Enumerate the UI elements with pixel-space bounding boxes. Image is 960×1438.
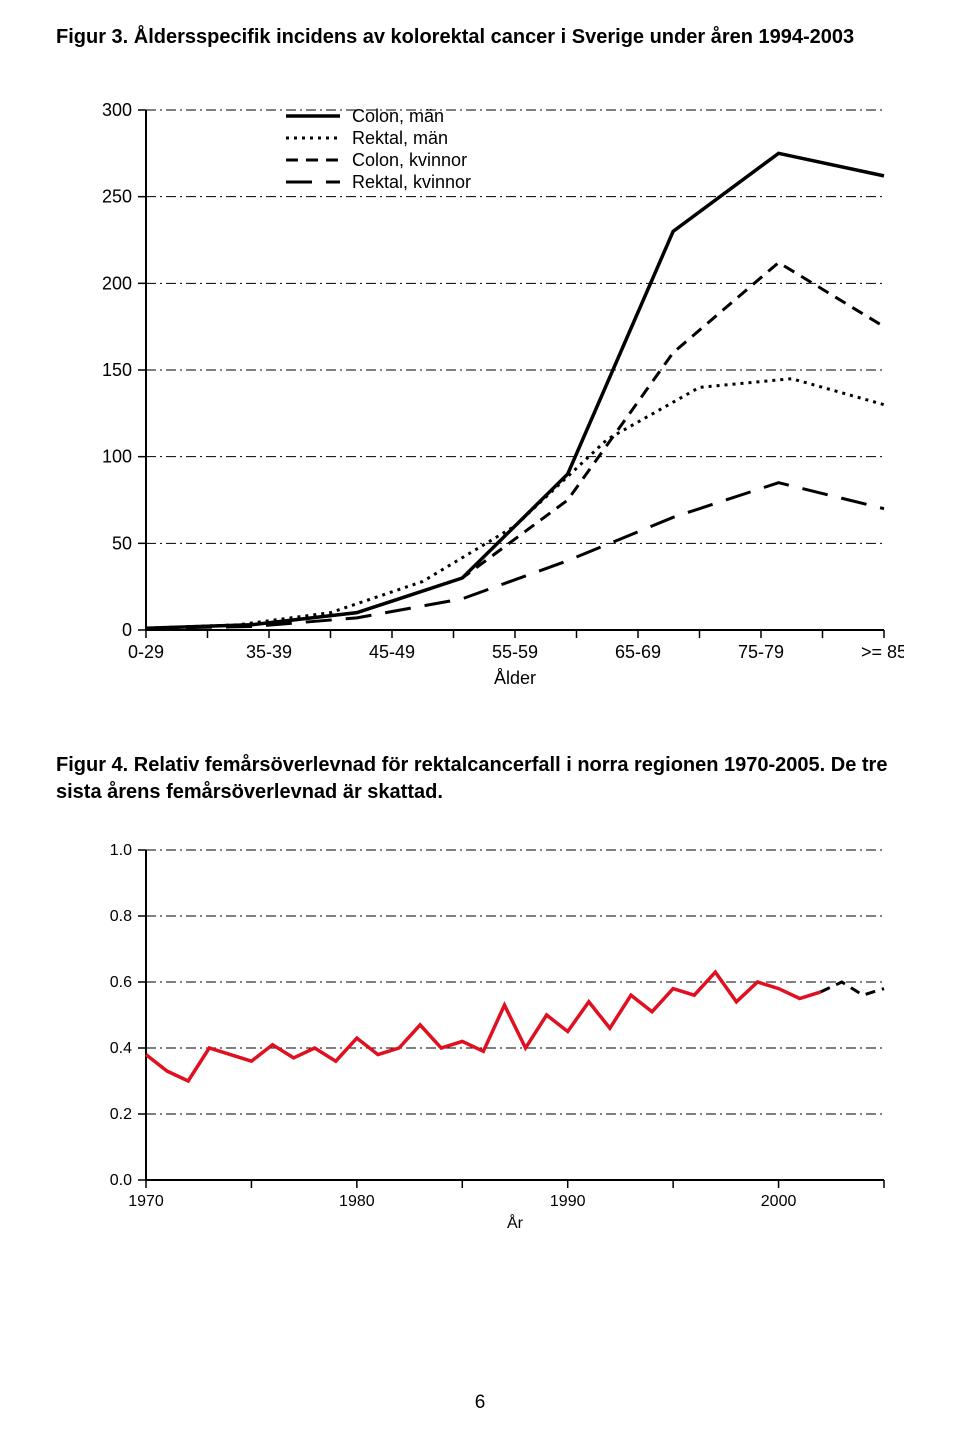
svg-text:Ålder: Ålder [494,668,536,688]
svg-text:1990: 1990 [550,1193,586,1210]
svg-text:0-29: 0-29 [128,642,164,662]
page-number: 6 [0,1392,960,1414]
svg-text:75-79: 75-79 [738,642,784,662]
svg-text:0.6: 0.6 [110,974,132,991]
figure4-chart: 0.0 0.2 0.4 0.6 0.8 1.0 1970 1980 1990 2000 År [56,830,904,1250]
svg-text:35-39: 35-39 [246,642,292,662]
figure3-chart: 0 50 100 150 200 250 300 0-29 35-39 45-49 55-59 65-… [56,90,904,710]
svg-text:150: 150 [102,360,132,380]
svg-text:År: År [507,1213,524,1232]
svg-text:1980: 1980 [339,1193,375,1210]
svg-text:0.8: 0.8 [110,908,132,925]
svg-text:45-49: 45-49 [369,642,415,662]
svg-text:0: 0 [122,620,132,640]
svg-text:Colon, kvinnor: Colon, kvinnor [352,150,467,170]
svg-text:Colon, män: Colon, män [352,106,444,126]
svg-text:1.0: 1.0 [110,842,132,859]
svg-text:65-69: 65-69 [615,642,661,662]
figure3-caption: Figur 3. Åldersspecifik incidens av kolo… [56,24,920,51]
svg-text:100: 100 [102,447,132,467]
svg-text:2000: 2000 [761,1193,797,1210]
svg-text:1970: 1970 [128,1193,164,1210]
svg-text:Rektal, kvinnor: Rektal, kvinnor [352,172,471,192]
svg-text:0.0: 0.0 [110,1172,132,1189]
svg-text:250: 250 [102,187,132,207]
svg-text:300: 300 [102,100,132,120]
svg-text:200: 200 [102,273,132,293]
svg-text:55-59: 55-59 [492,642,538,662]
svg-text:50: 50 [112,533,132,553]
figure4-caption: Figur 4. Relativ femårsöverlevnad för re… [56,752,920,806]
svg-text:Rektal, män: Rektal, män [352,128,448,148]
svg-text:0.2: 0.2 [110,1106,132,1123]
svg-text:>= 85: >= 85 [861,642,904,662]
svg-text:0.4: 0.4 [110,1040,132,1057]
